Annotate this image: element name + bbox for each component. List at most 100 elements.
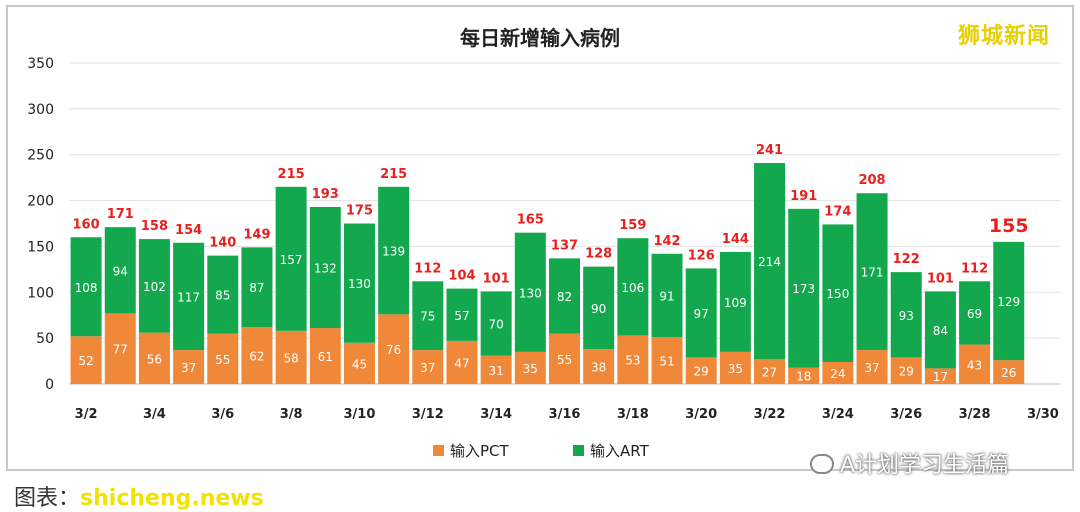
x-tick-label: 3/18 (617, 407, 649, 422)
bar-art (788, 208, 820, 368)
data-label-pct: 17 (933, 370, 948, 384)
data-label-art: 132 (314, 262, 337, 276)
data-label-pct: 58 (283, 351, 298, 365)
bar-art (378, 186, 410, 315)
data-label-total: 175 (346, 204, 373, 219)
data-label-total: 241 (756, 143, 783, 158)
data-label-pct: 24 (830, 367, 845, 381)
data-label-total: 159 (619, 218, 646, 233)
data-label-total: 215 (380, 167, 407, 182)
bar-art (241, 247, 273, 328)
bar-art (275, 186, 307, 331)
data-label-total: 158 (141, 219, 168, 234)
bar-art (651, 253, 683, 338)
bar-pct (446, 340, 478, 384)
data-label-pct: 56 (147, 352, 162, 366)
data-label-total: 101 (927, 271, 954, 286)
chart-title: 每日新增输入病例 (460, 26, 620, 50)
x-tick-label: 3/4 (143, 407, 166, 422)
bar-art (924, 291, 956, 369)
y-tick-label: 250 (27, 148, 54, 164)
bar-art (207, 255, 239, 334)
bar-pct (617, 335, 649, 384)
data-label-pct: 76 (386, 343, 401, 357)
data-label-total: 193 (312, 187, 339, 202)
x-tick-label: 3/6 (211, 407, 234, 422)
stacked-bar-chart: 每日新增输入病例 0 50 100 150 200 250 300 350 52 108 160 77 9… (27, 26, 1060, 460)
bar-art (993, 241, 1025, 361)
x-tick-label: 3/16 (549, 407, 581, 422)
data-label-total: 191 (790, 189, 817, 204)
data-label-art: 82 (557, 290, 572, 304)
bar-art (412, 281, 444, 351)
data-label-art: 57 (454, 309, 469, 323)
bar-art (754, 162, 786, 360)
bar-art (822, 224, 854, 362)
data-label-total: 171 (107, 207, 134, 222)
data-label-total: 140 (209, 236, 236, 251)
data-label-pct: 55 (557, 353, 572, 367)
bar-pct (788, 367, 820, 384)
data-label-pct: 35 (523, 362, 538, 376)
legend-label: 输入ART (590, 442, 650, 460)
data-label-art: 109 (724, 296, 747, 310)
x-tick-label: 3/2 (75, 407, 98, 422)
data-label-art: 84 (933, 324, 948, 338)
data-label-pct: 45 (352, 357, 367, 371)
data-label-total: 137 (551, 238, 578, 253)
bar-art (890, 272, 922, 358)
bar-pct (480, 355, 512, 384)
data-label-art: 90 (591, 302, 606, 316)
data-label-pct: 37 (864, 361, 879, 375)
bar-pct (822, 361, 854, 384)
data-label-art: 173 (792, 282, 815, 296)
bar-art (583, 266, 615, 350)
data-label-pct: 77 (113, 343, 128, 357)
y-tick-label: 300 (27, 102, 54, 118)
bar-art (959, 281, 991, 345)
data-label-pct: 26 (1001, 366, 1016, 380)
data-label-total: 160 (73, 217, 100, 232)
x-tick-label: 3/22 (754, 407, 786, 422)
data-label-art: 171 (861, 266, 884, 280)
x-tick-label: 3/26 (890, 407, 922, 422)
data-label-pct: 61 (318, 350, 333, 364)
data-label-art: 130 (519, 286, 542, 300)
watermark-prefix: 图表： (14, 486, 81, 511)
data-label-pct: 35 (728, 362, 743, 376)
data-label-pct: 29 (899, 365, 914, 379)
x-tick-label: 3/20 (685, 407, 717, 422)
data-label-pct: 31 (489, 364, 504, 378)
bar-pct (856, 350, 888, 384)
data-label-art: 91 (659, 289, 674, 303)
bar-art (343, 223, 375, 343)
bar-art (719, 251, 751, 352)
data-label-art: 69 (967, 307, 982, 321)
bar-art (514, 232, 546, 352)
bar-art (173, 242, 205, 351)
bar-pct (207, 333, 239, 384)
data-label-art: 70 (489, 317, 504, 331)
data-label-total: 208 (858, 173, 885, 188)
bar-pct (685, 357, 717, 384)
data-label-total: 104 (448, 269, 475, 284)
x-tick-label: 3/28 (959, 407, 991, 422)
bar-pct (138, 332, 170, 384)
legend-label: 输入PCT (450, 442, 510, 460)
legend-swatch (433, 445, 444, 456)
watermark-wechat: A计划学习生活篇 (810, 447, 1009, 479)
bar-pct (309, 328, 341, 384)
bar-art (617, 238, 649, 336)
x-tick-label: 3/30 (1027, 407, 1059, 422)
data-label-total: 149 (243, 227, 270, 242)
data-label-total: 112 (961, 261, 988, 276)
data-label-pct: 62 (249, 350, 264, 364)
bar-pct (719, 351, 751, 384)
bar-art (138, 239, 170, 333)
bar-pct (993, 360, 1025, 384)
data-label-pct: 29 (694, 365, 709, 379)
data-label-pct: 53 (625, 354, 640, 368)
bar-pct (754, 359, 786, 384)
data-label-pct: 18 (796, 370, 811, 384)
data-label-total: 122 (893, 252, 920, 267)
